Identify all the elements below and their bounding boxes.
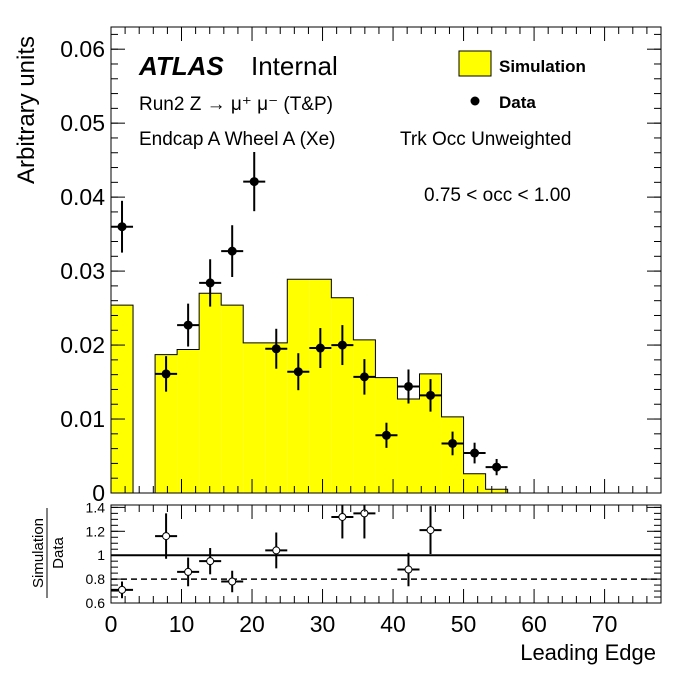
- ratio-y-label-numerator: Simulation: [30, 518, 47, 588]
- simulation-bin: [221, 305, 244, 493]
- y-tick-label: 0.01: [60, 406, 105, 432]
- ratio-y-label-denominator: Data: [50, 537, 67, 569]
- annotation-line1: Run2 Z → μ⁺ μ⁻ (T&P): [139, 94, 333, 115]
- simulation-bin: [155, 354, 178, 493]
- x-tick-label: 40: [380, 611, 406, 637]
- simulation-bin: [199, 293, 222, 493]
- data-point: [117, 222, 127, 232]
- y-tick-label: 0.06: [60, 36, 105, 62]
- data-point: [426, 390, 436, 400]
- simulation-bin: [265, 342, 288, 493]
- x-tick-label: 60: [521, 611, 547, 637]
- y-tick-label: 0.04: [60, 184, 105, 210]
- x-tick-label: 0: [105, 611, 118, 637]
- data-point: [470, 448, 480, 458]
- ratio-point: [404, 565, 413, 574]
- ratio-point: [118, 585, 127, 594]
- data-point: [227, 246, 237, 256]
- data-point: [249, 177, 259, 187]
- y-tick-label: 0: [92, 480, 105, 506]
- simulation-bin: [397, 399, 420, 493]
- range-label: 0.75 < occ < 1.00: [424, 185, 571, 206]
- simulation-bin: [111, 305, 134, 493]
- data-point: [448, 438, 458, 448]
- ratio-point: [426, 526, 435, 535]
- legend-simulation-label: Simulation: [499, 57, 586, 76]
- x-tick-label: 50: [451, 611, 477, 637]
- x-axis-label: Leading Edge: [520, 640, 656, 665]
- main-frame: [110, 26, 662, 494]
- legend-data-marker: [470, 96, 480, 106]
- x-tick-label: 70: [592, 611, 618, 637]
- data-point: [492, 462, 502, 472]
- data-point: [293, 367, 303, 377]
- data-point: [271, 344, 281, 354]
- data-point: [359, 372, 369, 382]
- y-tick-label: 0.03: [60, 258, 105, 284]
- atlas-label: ATLAS: [138, 51, 224, 81]
- ratio-point: [206, 557, 215, 566]
- ratio-point: [228, 577, 237, 586]
- ratio-point: [162, 532, 171, 541]
- data-point: [315, 343, 325, 353]
- ratio-point: [184, 567, 193, 576]
- simulation-bin: [331, 297, 354, 493]
- simulation-bin: [353, 339, 376, 493]
- simulation-bin: [485, 489, 508, 493]
- simulation-bin: [309, 279, 332, 493]
- y-tick-label: 0.05: [60, 110, 105, 136]
- simulation-bin: [419, 373, 442, 493]
- x-tick-label: 20: [239, 611, 265, 637]
- x-tick-label: 30: [310, 611, 336, 637]
- x-tick-label: 10: [169, 611, 195, 637]
- data-point: [161, 369, 171, 379]
- data-point: [205, 278, 215, 288]
- simulation-outline: [110, 278, 509, 494]
- simulation-bin: [177, 349, 200, 493]
- internal-label: Internal: [251, 51, 338, 81]
- data-point: [403, 381, 413, 391]
- ratio-y-tick-label: 1.4: [86, 499, 106, 515]
- ratio-y-tick-label: 0.8: [86, 571, 106, 587]
- y-tick-label: 0.02: [60, 332, 105, 358]
- ratio-y-tick-label: 1: [97, 547, 105, 563]
- simulation-bin: [243, 342, 266, 493]
- ratio-point: [338, 512, 347, 521]
- data-point: [337, 340, 347, 350]
- legend-data-label: Data: [499, 93, 536, 112]
- ratio-point: [272, 546, 281, 555]
- ratio-frame: [110, 504, 662, 604]
- ratio-y-tick-label: 0.6: [86, 595, 106, 611]
- simulation-bin: [463, 473, 486, 493]
- data-point: [381, 430, 391, 440]
- y-axis-label: Arbitrary units: [13, 36, 40, 184]
- annotation-line2-right: Trk Occ Unweighted: [400, 129, 571, 150]
- ratio-y-tick-label: 1.2: [86, 523, 106, 539]
- annotation-line2-left: Endcap A Wheel A (Xe): [139, 129, 335, 150]
- data-point: [183, 320, 193, 330]
- legend-simulation-swatch: [458, 50, 492, 77]
